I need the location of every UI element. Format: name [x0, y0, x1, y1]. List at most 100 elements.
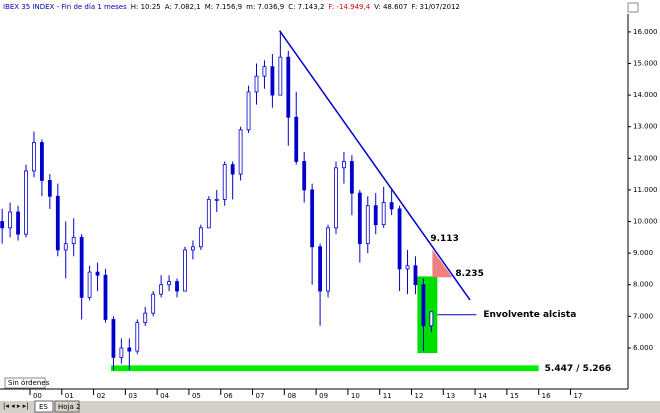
- candle-body: [246, 91, 251, 131]
- candle-body: [127, 347, 132, 352]
- candle-body: [24, 170, 28, 235]
- support-band: [111, 365, 539, 372]
- header: IBEX 35 INDEX - Fin de día 1 meses H: 10:…: [3, 3, 460, 11]
- y-tick-label: 12.000: [633, 154, 658, 162]
- candle-body: [270, 66, 275, 96]
- candle-body: [365, 205, 370, 245]
- x-tick-label: 14: [478, 392, 487, 400]
- candle-body: [87, 271, 92, 298]
- x-tick-label: 01: [65, 392, 74, 400]
- x-tick-label: 08: [287, 392, 296, 400]
- y-tick-label: 8.000: [633, 281, 653, 289]
- x-tick-label: 13: [446, 392, 455, 400]
- candle-body: [373, 205, 378, 226]
- candle-body: [286, 56, 291, 118]
- x-tick-label: 12: [414, 392, 423, 400]
- tab-nav[interactable]: |◂ ◂ ▸ ▸|: [3, 402, 28, 410]
- y-tick-label: 13.000: [633, 123, 658, 131]
- x-tick-label: 04: [160, 392, 169, 400]
- header-field: V: 48.607: [374, 3, 407, 11]
- candle-body: [71, 236, 76, 245]
- candle-body: [167, 281, 171, 286]
- pattern-label: Envolvente alcista: [483, 310, 576, 320]
- candle-body: [389, 202, 394, 210]
- x-tick-label: 06: [224, 392, 233, 400]
- candle-body: [8, 211, 13, 229]
- candle-body: [310, 189, 315, 248]
- candle-body: [143, 312, 148, 324]
- candle-body: [0, 221, 5, 229]
- header-field: IBEX 35 INDEX - Fin de día 1 meses: [3, 3, 127, 11]
- candle-body: [278, 56, 283, 96]
- candle-body: [357, 192, 362, 245]
- x-tick-label: 00: [33, 392, 42, 400]
- target-zone: [432, 249, 453, 278]
- candle-body: [429, 311, 434, 327]
- candle-body: [413, 265, 418, 286]
- candle-body: [230, 164, 235, 175]
- candle-body: [159, 284, 164, 295]
- candle-body: [135, 322, 140, 352]
- x-tick-label: 17: [573, 392, 582, 400]
- y-tick-label: 16.000: [633, 28, 658, 36]
- candle-body: [95, 271, 100, 276]
- target-label: 8.235: [455, 269, 483, 279]
- y-tick-label: 15.000: [633, 60, 658, 68]
- candle-body: [334, 167, 338, 229]
- header-field: F: -14.949,4: [328, 3, 370, 11]
- candle-body: [103, 274, 108, 320]
- candle-body: [47, 180, 52, 197]
- candle-body: [397, 208, 402, 270]
- x-tick-label: 03: [128, 392, 137, 400]
- candle-body: [119, 347, 124, 358]
- pattern-box: [417, 276, 438, 354]
- header-field: F: 31/07/2012: [411, 3, 459, 11]
- candle-body: [318, 246, 322, 292]
- y-tick-label: 9.000: [633, 249, 653, 257]
- candle-body: [206, 198, 211, 229]
- candle-body: [405, 265, 410, 270]
- tab-label[interactable]: Hoja 2: [58, 403, 80, 411]
- window-button[interactable]: [627, 2, 639, 13]
- trendline: [278, 30, 471, 301]
- candle-body: [381, 202, 386, 226]
- tab-bar: [0, 401, 660, 413]
- candle-body: [326, 227, 330, 292]
- header-field: H: 10:25: [131, 3, 161, 11]
- status: Sin órdenes: [8, 379, 50, 387]
- support-label: 5.447 / 5.266: [545, 364, 612, 374]
- x-tick-label: 11: [383, 392, 392, 400]
- candle-body: [349, 161, 354, 194]
- candle-body: [302, 161, 307, 191]
- header-field: M: 7.156,9: [205, 3, 242, 11]
- header-field: A: 7.082,1: [165, 3, 201, 11]
- candle-body: [191, 246, 195, 251]
- candle-body: [16, 211, 20, 235]
- tab-label[interactable]: ES: [39, 403, 48, 411]
- target-label: 9.113: [430, 234, 458, 244]
- candle-body: [63, 243, 68, 251]
- candle-body: [151, 293, 156, 314]
- x-tick-label: 16: [542, 392, 551, 400]
- candle-body: [294, 116, 299, 162]
- status-box: [4, 377, 46, 389]
- candle-body: [55, 195, 60, 251]
- candle-body: [175, 281, 179, 292]
- header-field: C: 7.143,2: [288, 3, 324, 11]
- x-tick-label: 10: [351, 392, 360, 400]
- y-tick-label: 10.000: [633, 218, 658, 226]
- y-tick-label: 11.000: [633, 186, 658, 194]
- candle-body: [111, 319, 116, 358]
- y-tick-label: 14.000: [633, 91, 658, 99]
- tab[interactable]: [54, 400, 80, 413]
- x-tick-label: 15: [510, 392, 519, 400]
- tab[interactable]: [34, 400, 54, 413]
- candle-body: [32, 142, 36, 172]
- candle-body: [183, 249, 187, 292]
- candle-body: [40, 142, 44, 181]
- x-tick-label: 02: [97, 392, 106, 400]
- candle-body: [222, 164, 227, 200]
- candle-body: [198, 227, 203, 248]
